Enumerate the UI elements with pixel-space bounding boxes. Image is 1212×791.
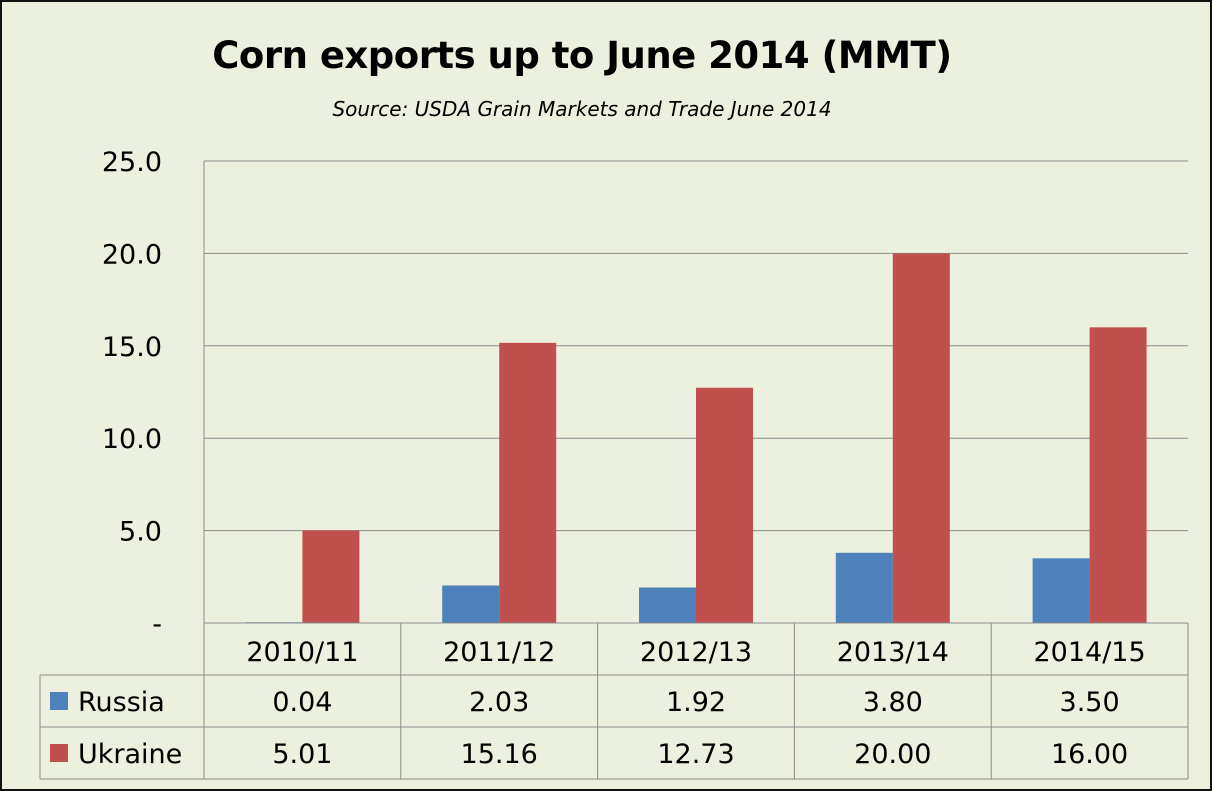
- bar-ukraine-3: [892, 253, 950, 623]
- legend-label-russia: Russia: [78, 687, 165, 718]
- x-tick-label: 2011/12: [443, 637, 555, 668]
- data-label-ukraine-3: 20.00: [854, 739, 931, 770]
- data-label-russia-0: 0.04: [272, 687, 332, 718]
- y-tick-label: 15.0: [102, 332, 162, 363]
- bar-ukraine-4: [1089, 327, 1147, 623]
- bar-russia-3: [835, 552, 893, 623]
- bar-russia-2: [639, 587, 696, 623]
- bar-ukraine-2: [696, 387, 753, 623]
- y-tick-label: 10.0: [102, 424, 162, 455]
- chart-title: Corn exports up to June 2014 (MMT): [212, 34, 952, 77]
- legend-swatch-russia: [50, 692, 68, 710]
- legend-label-ukraine: Ukraine: [78, 739, 182, 770]
- bar-russia-4: [1032, 558, 1090, 623]
- data-label-ukraine-2: 12.73: [657, 739, 734, 770]
- data-label-russia-4: 3.50: [1060, 687, 1120, 718]
- bar-ukraine-1: [499, 342, 557, 623]
- bar-russia-1: [442, 585, 500, 623]
- data-label-ukraine-4: 16.00: [1051, 739, 1128, 770]
- legend-swatch-ukraine: [50, 744, 68, 762]
- y-tick-label: 5.0: [119, 517, 162, 548]
- x-tick-label: 2012/13: [640, 637, 752, 668]
- data-label-russia-1: 2.03: [469, 687, 529, 718]
- data-label-russia-2: 1.92: [666, 687, 726, 718]
- data-label-ukraine-0: 5.01: [272, 739, 332, 770]
- chart-subtitle: Source: USDA Grain Markets and Trade Jun…: [332, 97, 832, 121]
- data-label-russia-3: 3.80: [863, 687, 923, 718]
- data-label-ukraine-1: 15.16: [461, 739, 538, 770]
- x-tick-label: 2010/11: [246, 637, 358, 668]
- x-tick-label: 2013/14: [837, 637, 949, 668]
- y-tick-label: 20.0: [102, 239, 162, 270]
- y-tick-label: 25.0: [102, 147, 162, 178]
- x-tick-label: 2014/15: [1034, 637, 1146, 668]
- bar-ukraine-0: [302, 530, 360, 623]
- y-tick-label: -: [152, 609, 162, 640]
